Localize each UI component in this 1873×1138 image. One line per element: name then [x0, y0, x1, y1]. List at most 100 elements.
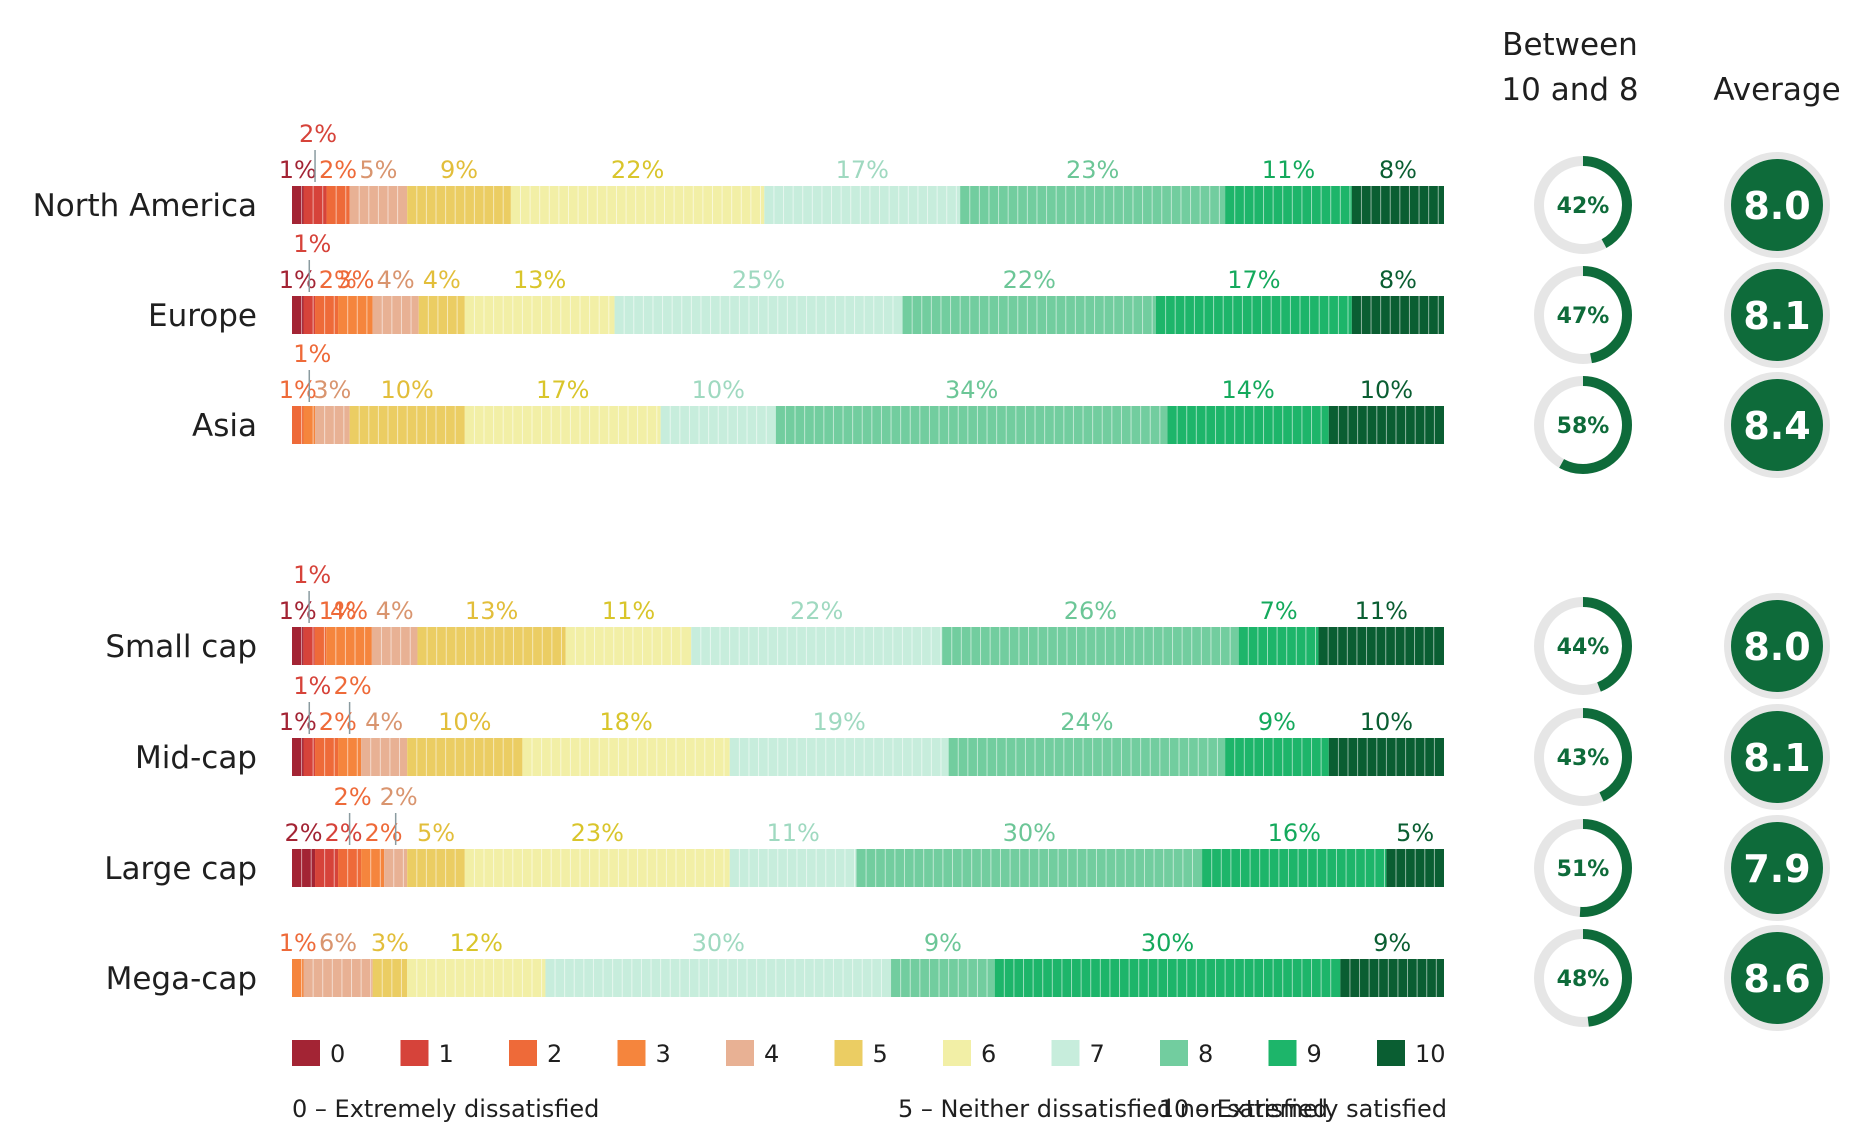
value-label-europe-3: 3% — [336, 266, 374, 294]
legend-swatch-5 — [834, 1040, 863, 1066]
value-label-mega-cap-8: 9% — [924, 929, 962, 957]
avg-badge-large-cap — [1731, 822, 1823, 914]
header-average: Average — [1713, 72, 1840, 108]
segment-large-cap-1 — [315, 849, 339, 887]
segment-large-cap-9 — [1202, 849, 1387, 887]
donut-arc-small-cap — [1534, 597, 1632, 695]
segment-small-cap-0 — [292, 627, 304, 665]
value-label-mid-cap-4: 4% — [365, 708, 403, 736]
value-label-asia-3: 1% — [293, 340, 331, 368]
avg-badge-mid-cap — [1731, 711, 1823, 803]
avg-label-europe: 8.1 — [1743, 294, 1810, 338]
segment-europe-2 — [315, 296, 339, 334]
value-label-small-cap-0: 1% — [279, 597, 317, 625]
donut-arc-mid-cap — [1534, 708, 1632, 806]
segment-europe-6 — [464, 296, 615, 334]
value-label-large-cap-7: 11% — [766, 819, 819, 847]
row-label-europe: Europe — [148, 298, 257, 334]
value-label-europe-5: 4% — [423, 266, 461, 294]
donut-label-small-cap: 44% — [1557, 635, 1610, 660]
segment-north-america-5 — [407, 186, 511, 224]
value-label-asia-8: 34% — [945, 376, 998, 404]
segment-large-cap-6 — [464, 849, 730, 887]
segment-asia-3 — [303, 406, 316, 444]
avg-label-mid-cap: 8.1 — [1743, 736, 1810, 780]
avg-label-north-america: 8.0 — [1743, 184, 1810, 228]
value-label-north-america-4: 5% — [359, 156, 397, 184]
value-label-mega-cap-3: 1% — [279, 929, 317, 957]
legend-swatch-0 — [292, 1040, 320, 1066]
legend-label-8: 8 — [1198, 1040, 1213, 1068]
segment-north-america-2 — [326, 186, 350, 224]
segment-asia-4 — [315, 406, 350, 444]
avg-badge-mega-cap — [1731, 932, 1823, 1024]
value-label-large-cap-6: 23% — [571, 819, 624, 847]
legend-label-4: 4 — [764, 1040, 779, 1068]
donut-arc-large-cap — [1534, 819, 1632, 917]
value-label-europe-10: 8% — [1379, 266, 1417, 294]
segment-europe-5 — [418, 296, 465, 334]
value-label-asia-7: 10% — [692, 376, 745, 404]
segment-large-cap-4 — [384, 849, 408, 887]
segment-mid-cap-7 — [729, 738, 949, 776]
legend-label-6: 6 — [981, 1040, 996, 1068]
legend-swatch-1 — [400, 1040, 429, 1066]
segment-mid-cap-2 — [315, 738, 339, 776]
legend-swatch-6 — [943, 1040, 971, 1066]
value-label-north-america-0: 1% — [279, 156, 317, 184]
row-label-small-cap: Small cap — [105, 629, 257, 665]
segment-europe-4 — [372, 296, 419, 334]
value-label-mega-cap-4: 6% — [319, 929, 357, 957]
value-label-europe-4: 4% — [377, 266, 415, 294]
segment-mid-cap-9 — [1225, 738, 1329, 776]
value-label-small-cap-7: 22% — [790, 597, 843, 625]
value-label-asia-5: 10% — [381, 376, 434, 404]
value-label-mega-cap-9: 30% — [1141, 929, 1194, 957]
value-label-large-cap-0: 2% — [284, 819, 322, 847]
scale-note-low: 0 – Extremely dissatisfied — [292, 1095, 599, 1123]
avg-label-asia: 8.4 — [1743, 404, 1810, 448]
row-asia: Asia 3% 10% 17% 10% 34% 14% 10% 1% 1% 58% 8.4 — [192, 340, 1830, 478]
segment-north-america-8 — [960, 186, 1226, 224]
segment-mid-cap-8 — [948, 738, 1226, 776]
value-label-small-cap-5: 13% — [465, 597, 518, 625]
segment-small-cap-6 — [565, 627, 692, 665]
donut-arc-north-america — [1534, 156, 1632, 254]
value-label-mid-cap-3: 2% — [334, 672, 372, 700]
scale-note-mid: 5 – Neither dissatisfied nor satisfied — [898, 1095, 1328, 1123]
value-label-north-america-7: 17% — [836, 156, 889, 184]
donut-arc-mega-cap — [1534, 929, 1632, 1027]
value-label-mid-cap-2: 2% — [319, 708, 357, 736]
value-label-small-cap-10: 11% — [1355, 597, 1408, 625]
segment-mega-cap-8 — [891, 959, 995, 997]
legend-label-0: 0 — [330, 1040, 345, 1068]
value-label-large-cap-5: 5% — [417, 819, 455, 847]
segment-large-cap-0 — [292, 849, 316, 887]
segment-asia-6 — [464, 406, 661, 444]
value-label-small-cap-9: 7% — [1260, 597, 1298, 625]
value-label-mega-cap-6: 12% — [450, 929, 503, 957]
value-label-large-cap-8: 30% — [1003, 819, 1056, 847]
segment-mega-cap-5 — [372, 959, 408, 997]
avg-label-mega-cap: 8.6 — [1743, 957, 1810, 1001]
avg-badge-small-cap — [1731, 600, 1823, 692]
segment-north-america-1 — [303, 186, 327, 224]
header-between-line1: Between — [1502, 27, 1638, 63]
legend-label-10: 10 — [1415, 1040, 1446, 1068]
legend-label-9: 9 — [1307, 1040, 1322, 1068]
avg-label-small-cap: 8.0 — [1743, 625, 1810, 669]
value-label-small-cap-4: 4% — [376, 597, 414, 625]
segment-mid-cap-3 — [338, 738, 362, 776]
segment-europe-0 — [292, 296, 304, 334]
legend-swatch-2 — [509, 1040, 537, 1066]
avg-badge-europe — [1731, 269, 1823, 361]
legend-label-5: 5 — [873, 1040, 888, 1068]
value-label-mid-cap-9: 9% — [1258, 708, 1296, 736]
value-label-north-america-2: 2% — [319, 156, 357, 184]
value-label-mid-cap-0: 1% — [279, 708, 317, 736]
